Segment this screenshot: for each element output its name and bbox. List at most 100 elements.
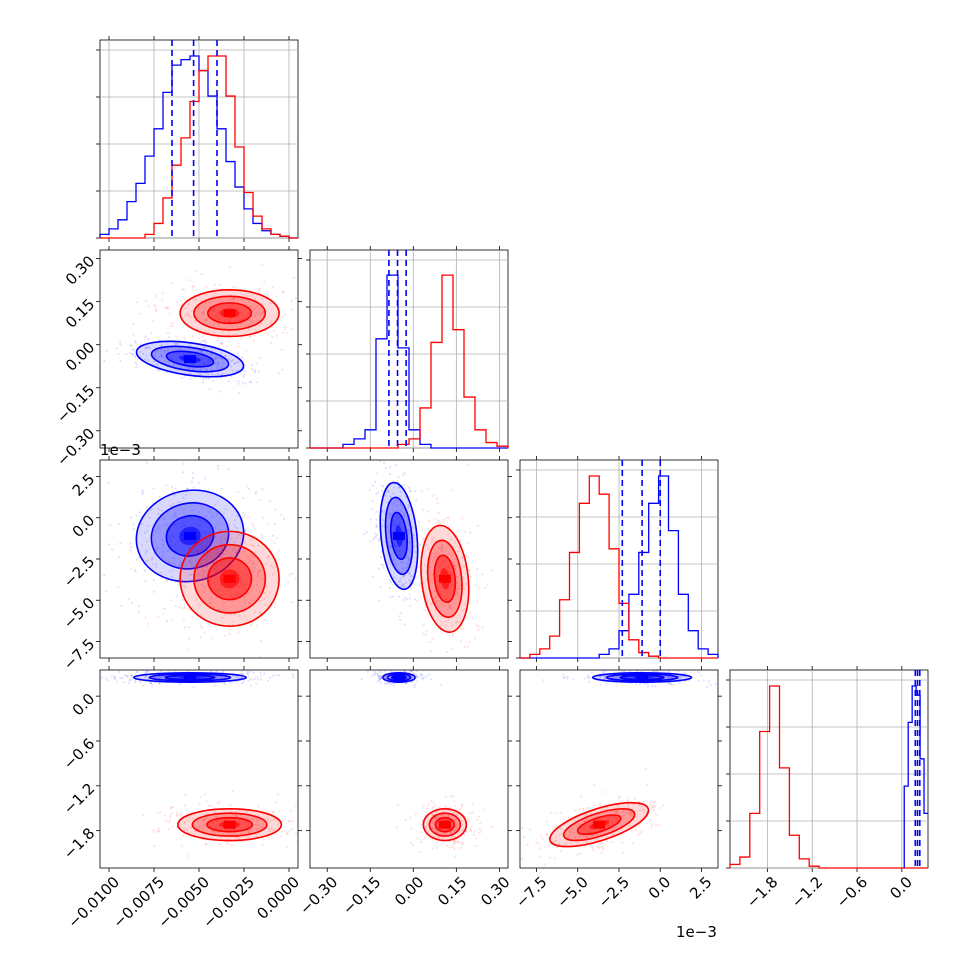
scatter-point [434, 554, 437, 557]
scatter-point [213, 309, 216, 312]
scatter-point [697, 671, 700, 674]
scatter-point [585, 841, 589, 844]
scatter-point [237, 821, 240, 824]
scatter-point [273, 605, 277, 609]
scatter-point [388, 512, 391, 515]
scatter-point [227, 330, 231, 333]
scatter-point [394, 544, 397, 547]
scatter-point [249, 380, 252, 384]
scatter-point [424, 811, 427, 814]
contour-line [434, 816, 456, 833]
scatter-point [142, 352, 145, 355]
contour-line [135, 489, 245, 583]
scatter-point [447, 603, 450, 606]
scatter-point [409, 489, 412, 492]
scatter-point [409, 490, 412, 493]
scatter-point [443, 518, 446, 521]
scatter-point [183, 605, 186, 608]
scatter-point [442, 562, 446, 565]
scatter-point [200, 614, 204, 618]
scatter-point [403, 483, 406, 487]
scatter-point [248, 601, 251, 605]
scatter-point [413, 686, 416, 689]
scatter-point [134, 570, 137, 573]
scatter-point [132, 523, 135, 526]
scatter-point [108, 543, 111, 546]
scatter-point [233, 541, 236, 544]
scatter-point [208, 387, 211, 391]
scatter-point [204, 330, 207, 333]
scatter-point [248, 822, 251, 826]
scatter-point [196, 551, 199, 554]
scatter-point [404, 581, 407, 584]
scatter-point [588, 806, 591, 809]
scatter-point [199, 349, 202, 352]
scatter-point [611, 840, 614, 844]
scatter-point [214, 557, 218, 560]
scatter-point [138, 604, 141, 608]
scatter-point [281, 291, 285, 294]
scatter-point [224, 355, 227, 358]
scatter-point [466, 463, 470, 466]
scatter-point [173, 514, 176, 517]
scatter-point [229, 681, 232, 684]
scatter-point [447, 516, 450, 519]
scatter-point [420, 677, 423, 680]
scatter-point [604, 669, 607, 672]
scatter-point [463, 645, 467, 648]
scatter-point [538, 842, 541, 845]
scatter-point [180, 525, 183, 528]
scatter-point [250, 368, 254, 371]
scatter-point [456, 813, 459, 816]
scatter-point [414, 564, 417, 568]
scatter-point [574, 809, 577, 812]
scatter-point [398, 486, 401, 489]
scatter-point [247, 328, 251, 331]
scatter-point [258, 313, 261, 316]
scatter-point [187, 819, 190, 822]
panel-frame [309, 669, 509, 869]
scatter-point [539, 834, 542, 837]
scatter-point [165, 484, 168, 487]
scatter-point [272, 534, 275, 537]
scatter-point [179, 606, 182, 609]
scatter-point [175, 812, 178, 815]
scatter-point [461, 841, 464, 844]
scatter-point [409, 586, 413, 589]
scatter-point [168, 336, 171, 339]
scatter-point [215, 513, 218, 516]
scatter-point [214, 283, 217, 286]
scatter-point [180, 844, 183, 847]
contour-line [206, 816, 254, 833]
scatter-point [264, 603, 267, 606]
scatter-point [596, 846, 599, 849]
scatter-point [186, 487, 189, 490]
scatter-point [150, 508, 153, 512]
scatter-point [605, 839, 609, 843]
scatter-point [120, 604, 123, 607]
density-peak [636, 673, 649, 682]
scatter-point [176, 342, 179, 345]
scatter-point [375, 518, 378, 521]
scatter-point [142, 684, 145, 687]
scatter-point [158, 495, 161, 499]
scatter-point [444, 805, 447, 808]
scatter-point [201, 530, 204, 533]
scatter-point [227, 379, 230, 383]
scatter-point [154, 294, 158, 298]
scatter-point [208, 300, 211, 303]
scatter-point [383, 669, 386, 672]
scatter-point [386, 512, 390, 515]
scatter-point [389, 465, 392, 469]
scatter-point [448, 605, 451, 608]
scatter-point [261, 516, 264, 519]
density-peak [223, 574, 236, 583]
scatter-point [219, 826, 222, 829]
scatter-point [652, 809, 656, 812]
scatter-point [182, 618, 186, 621]
scatter-point [452, 584, 455, 587]
scatter-point [451, 846, 455, 849]
x-tick-label: −0.6 [833, 873, 871, 911]
scatter-point [410, 669, 413, 672]
scatter-point [157, 830, 160, 833]
